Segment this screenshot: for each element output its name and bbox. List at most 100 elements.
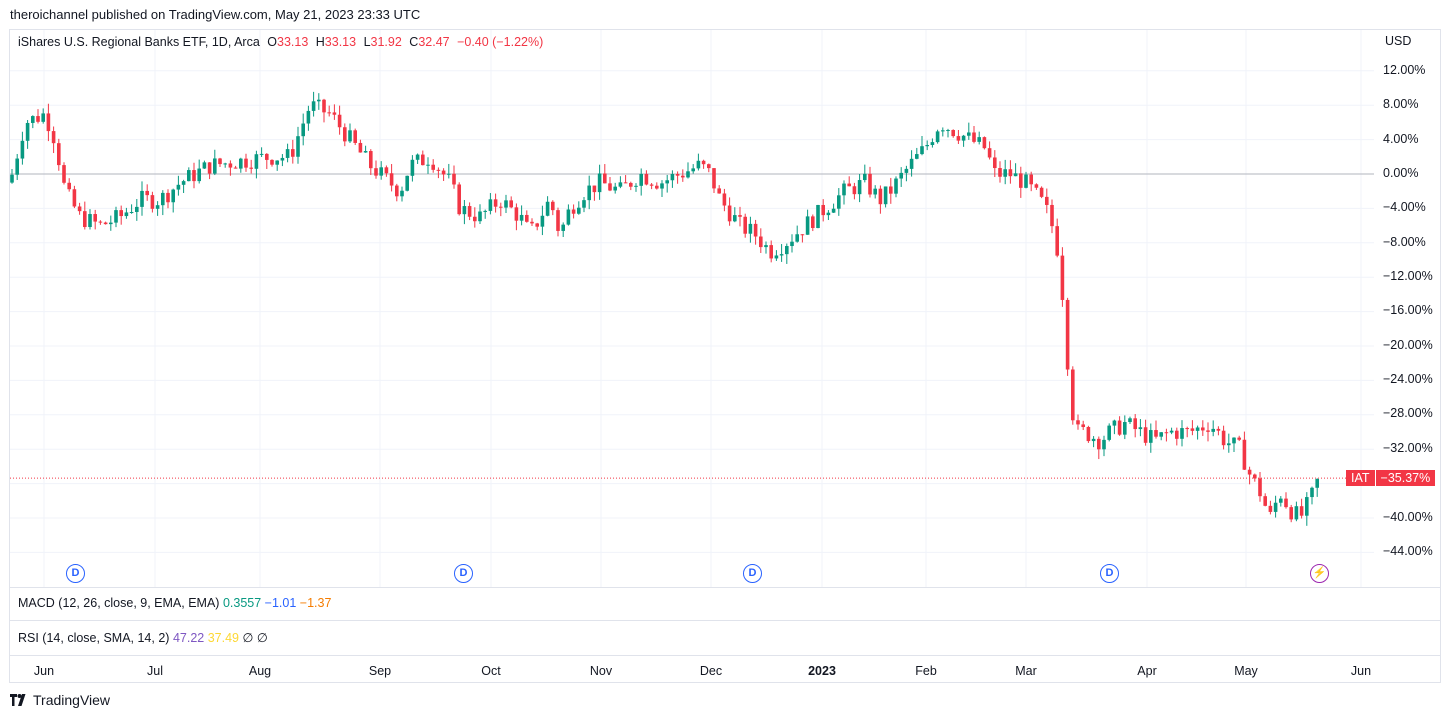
candle-down xyxy=(207,162,212,174)
candle-down xyxy=(249,167,253,169)
candle-down xyxy=(1081,424,1085,428)
candle-down xyxy=(1076,420,1080,425)
x-tick-label: 2023 xyxy=(808,664,836,678)
candle-up xyxy=(426,164,430,166)
candle-up xyxy=(213,158,217,174)
candle-down xyxy=(1065,299,1070,370)
candle-up xyxy=(1102,439,1106,450)
candle-down xyxy=(1097,438,1101,450)
candle-up xyxy=(1013,173,1018,177)
candle-up xyxy=(1227,443,1231,446)
candle-down xyxy=(727,205,732,222)
candle-up xyxy=(582,200,586,208)
x-tick-label: Jul xyxy=(147,664,163,678)
y-tick-label: −20.00% xyxy=(1383,338,1433,352)
x-tick-label: Nov xyxy=(589,664,613,678)
y-tick-label: 4.00% xyxy=(1383,132,1419,146)
x-tick-label: Sep xyxy=(368,664,392,678)
candle-up xyxy=(31,116,35,123)
candle-up xyxy=(41,113,45,122)
candle-up xyxy=(155,205,160,209)
dividend-icon[interactable]: D xyxy=(1100,564,1119,583)
candle-down xyxy=(36,116,40,122)
candle-down xyxy=(119,210,123,217)
candle-down xyxy=(1175,430,1179,439)
candle-down xyxy=(821,204,825,216)
candle-down xyxy=(868,173,872,195)
candle-down xyxy=(514,207,519,221)
candle-up xyxy=(280,157,285,161)
candle-down xyxy=(1133,418,1137,430)
candle-up xyxy=(618,182,623,187)
chart-frame xyxy=(9,29,1441,683)
candle-up xyxy=(805,216,810,235)
candle-down xyxy=(1190,428,1195,431)
lightning-icon[interactable]: ⚡ xyxy=(1310,564,1329,583)
candle-up xyxy=(909,158,914,169)
candle-down xyxy=(571,209,576,214)
candle-up xyxy=(925,144,929,147)
candle-down xyxy=(987,148,992,158)
macd-legend[interactable]: MACD (12, 26, close, 9, EMA, EMA) 0.3557… xyxy=(18,596,331,610)
candle-down xyxy=(192,170,196,182)
candle-down xyxy=(556,210,560,231)
candle-up xyxy=(306,110,311,124)
candle-down xyxy=(473,216,477,222)
candle-down xyxy=(972,132,976,142)
candle-down xyxy=(707,164,711,169)
y-tick-label: −4.00% xyxy=(1383,200,1426,214)
dividend-icon[interactable]: D xyxy=(66,564,85,583)
candle-up xyxy=(202,162,207,169)
candle-down xyxy=(499,206,503,208)
candle-down xyxy=(1284,498,1288,508)
candle-down xyxy=(57,143,61,166)
time-axis-separator xyxy=(10,655,1440,656)
candle-up xyxy=(1279,498,1283,503)
dividend-icon[interactable]: D xyxy=(743,564,762,583)
candle-down xyxy=(1008,169,1013,177)
candle-up xyxy=(779,254,784,256)
candle-up xyxy=(1024,174,1028,188)
candle-up xyxy=(1315,478,1319,488)
candle-up xyxy=(904,168,909,173)
tradingview-icon xyxy=(10,694,26,706)
rsi-label: RSI (14, close, SMA, 14, 2) xyxy=(18,631,170,645)
candle-up xyxy=(935,131,940,143)
dividend-icon[interactable]: D xyxy=(454,564,473,583)
macd-signal: −1.01 xyxy=(264,596,297,610)
candle-down xyxy=(1117,420,1122,435)
candle-up xyxy=(826,212,831,216)
candle-up xyxy=(842,183,846,196)
candle-down xyxy=(83,211,87,228)
candle-up xyxy=(686,171,690,178)
candle-up xyxy=(764,245,768,248)
candle-down xyxy=(98,221,103,223)
candle-up xyxy=(1091,438,1096,442)
candle-up xyxy=(1128,418,1132,423)
candle-down xyxy=(655,185,659,189)
candle-up xyxy=(239,158,243,169)
candle-down xyxy=(1237,437,1241,440)
candle-down xyxy=(327,112,331,114)
candle-up xyxy=(410,159,415,176)
candle-down xyxy=(353,130,357,143)
rsi-legend[interactable]: RSI (14, close, SMA, 14, 2) 47.22 37.49 … xyxy=(18,630,268,645)
y-tick-label: 0.00% xyxy=(1383,166,1419,180)
candle-up xyxy=(863,173,867,181)
candle-down xyxy=(769,245,773,259)
candle-up xyxy=(967,132,971,136)
candle-down xyxy=(67,182,71,190)
candle-up xyxy=(930,142,935,145)
candle-down xyxy=(343,127,347,142)
candle-up xyxy=(660,183,664,189)
candle-down xyxy=(525,214,529,222)
candle-down xyxy=(759,236,763,248)
candle-up xyxy=(379,167,383,176)
candle-up xyxy=(275,160,279,165)
candle-down xyxy=(291,149,295,157)
price-tag-symbol: IAT xyxy=(1346,470,1376,486)
candle-down xyxy=(431,164,435,170)
price-chart[interactable] xyxy=(10,30,1374,587)
candle-up xyxy=(795,234,799,242)
candle-down xyxy=(93,214,97,222)
